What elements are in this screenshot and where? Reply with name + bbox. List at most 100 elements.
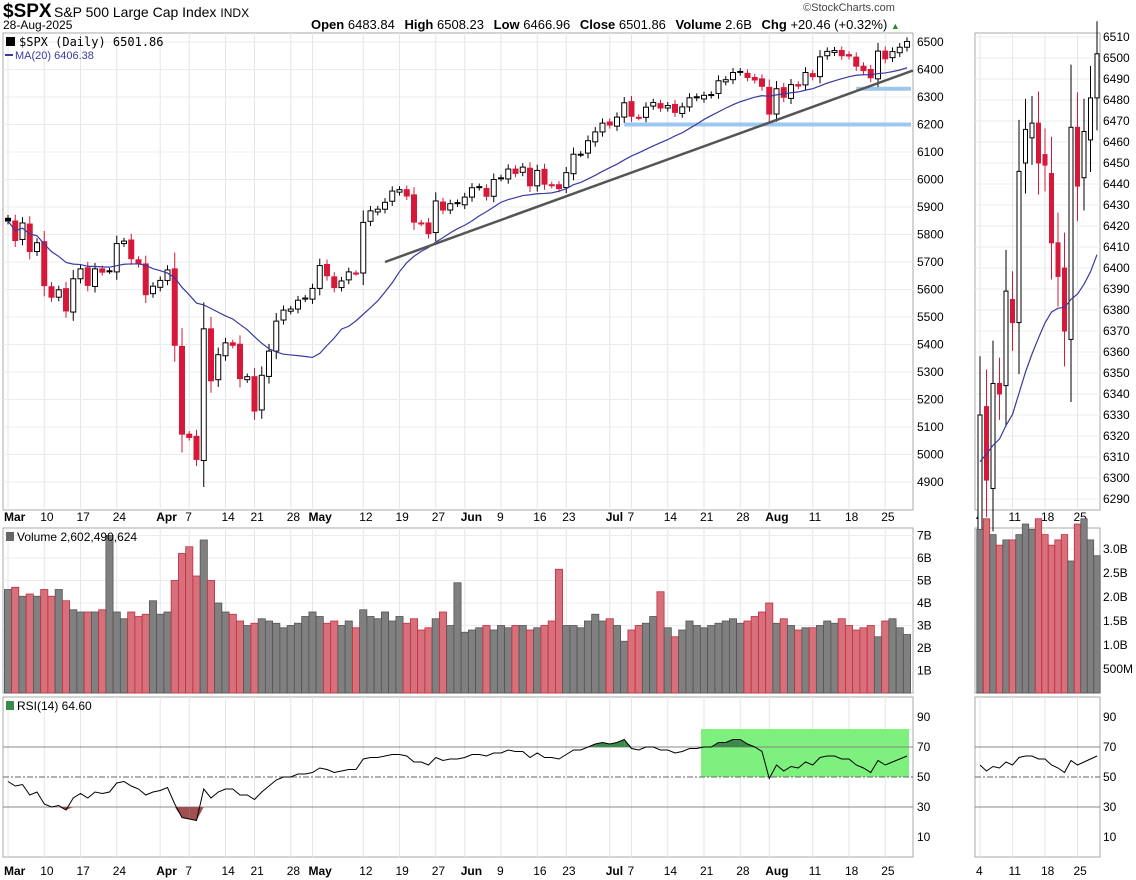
price-candle <box>469 187 475 198</box>
price-candle <box>693 96 700 99</box>
inset-candle <box>1068 126 1074 340</box>
price-candle <box>483 188 490 197</box>
inset-volume-bar <box>1015 534 1023 694</box>
index-name-text: S&P 500 Large Cap Index <box>54 4 217 20</box>
volume-bar <box>134 616 143 694</box>
date-tick-label-bottom: 19 <box>396 864 410 878</box>
low-value: 6466.96 <box>523 17 571 32</box>
volume-bar <box>895 627 904 694</box>
inset-date-tick-label: 11 <box>1009 510 1022 524</box>
volume-tick-label: 6B <box>917 551 932 565</box>
inset-volume-bar <box>976 528 984 694</box>
price-tick-label: 5600 <box>917 283 944 297</box>
volume-bar <box>881 620 890 694</box>
price-candle <box>773 88 780 115</box>
volume-legend-icon <box>6 532 14 541</box>
price-candle <box>447 203 454 211</box>
price-candle <box>541 168 548 185</box>
date-tick-label-bottom: 14 <box>664 864 678 878</box>
price-candle <box>606 121 613 126</box>
price-candle <box>461 196 468 206</box>
inset-rsi-tick-label: 90 <box>1103 710 1117 724</box>
price-candle <box>338 280 345 289</box>
volume-bar <box>794 629 803 694</box>
date-tick-label: 25 <box>881 510 895 524</box>
volume-bar <box>83 611 92 694</box>
rsi-oversold-fill <box>196 807 204 821</box>
volume-bar <box>496 625 505 694</box>
volume-bar <box>656 591 665 694</box>
volume-bar <box>518 625 527 694</box>
inset-volume-tick-label: 2.5B <box>1103 566 1128 580</box>
volume-bar <box>250 622 259 694</box>
volume-bar <box>112 611 121 694</box>
inset-price-tick-label: 6340 <box>1103 387 1130 401</box>
date-tick-label-bottom: 28 <box>287 864 301 878</box>
volume-bar <box>221 611 230 694</box>
price-candle <box>614 116 620 127</box>
inset-price-tick-label: 6330 <box>1103 408 1130 422</box>
volume-bar <box>417 629 426 694</box>
price-candle <box>592 131 599 143</box>
inset-volume-bar <box>1073 523 1082 694</box>
price-candle <box>48 286 55 298</box>
volume-bar <box>301 616 310 694</box>
inset-volume-bar <box>982 518 991 694</box>
inset-candle <box>1003 290 1009 387</box>
volume-bar <box>91 611 100 694</box>
low-label: Low <box>493 17 520 32</box>
volume-bar <box>903 634 912 694</box>
date-tick-label-bottom: 10 <box>40 864 54 878</box>
price-candle <box>657 103 664 109</box>
volume-bar <box>192 575 201 694</box>
volume-bar <box>163 611 172 694</box>
volume-bar <box>787 625 796 694</box>
date-tick-label-bottom: 28 <box>736 864 750 878</box>
price-candle <box>650 102 657 107</box>
price-candle <box>498 177 504 180</box>
inset-price-tick-label: 6500 <box>1103 51 1130 65</box>
price-tick-label: 5000 <box>917 448 944 462</box>
volume-bar <box>286 625 295 694</box>
price-candle <box>780 87 787 98</box>
open-label: Open <box>311 17 345 32</box>
inset-candle <box>997 383 1002 395</box>
date-tick-label-bottom: Mar <box>4 864 26 878</box>
volume-tick-label: 5B <box>917 574 932 588</box>
price-candle <box>215 354 222 381</box>
date-tick-label-bottom: 25 <box>881 864 895 878</box>
price-candle <box>106 270 113 273</box>
volume-bar <box>678 629 687 694</box>
price-candle <box>345 271 352 281</box>
price-candle <box>628 101 635 117</box>
inset-candle <box>1049 173 1054 244</box>
price-candle <box>164 269 171 281</box>
inset-candle <box>1036 122 1041 164</box>
volume-bar <box>33 595 42 694</box>
volume-bar <box>330 620 339 694</box>
inset-volume-bar <box>1041 534 1049 694</box>
volume-bar <box>446 625 455 694</box>
price-candle <box>157 279 164 288</box>
price-candle <box>295 299 301 310</box>
volume-bar <box>185 546 194 694</box>
price-legend: $SPX (Daily) 6501.86 <box>19 35 164 49</box>
date-tick-label-bottom: 14 <box>222 864 236 878</box>
inset-rsi-tick-label: 10 <box>1103 830 1117 844</box>
price-tick-label: 5100 <box>917 420 944 434</box>
date-tick-label-bottom: 21 <box>700 864 714 878</box>
volume-bar <box>228 613 237 694</box>
volume-bar <box>823 620 832 694</box>
inset-candle <box>1023 128 1028 164</box>
close-label: Close <box>579 17 616 32</box>
volume-bar <box>18 595 27 694</box>
inset-volume-bar <box>1054 539 1062 694</box>
date-tick-label-bottom: 27 <box>432 864 446 878</box>
price-candle <box>150 285 156 295</box>
volume-bar <box>874 636 883 694</box>
price-candle <box>904 40 910 48</box>
volume-bar <box>779 618 788 694</box>
volume-bar <box>888 618 897 694</box>
ma20-line <box>7 67 908 359</box>
